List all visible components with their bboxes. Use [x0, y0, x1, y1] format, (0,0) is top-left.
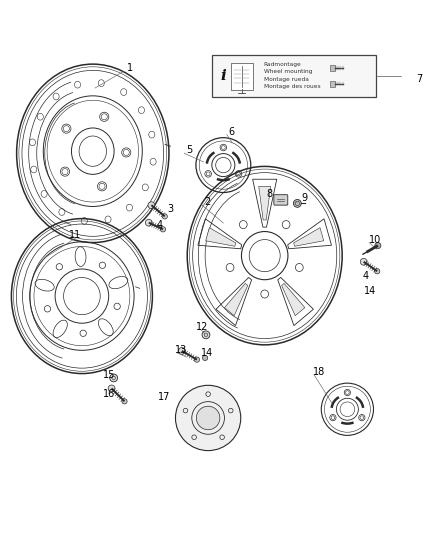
FancyBboxPatch shape	[274, 195, 288, 205]
Polygon shape	[225, 284, 248, 316]
Text: Radmontage
Wheel mounting
Montage rueda
Montage des roues: Radmontage Wheel mounting Montage rueda …	[264, 62, 321, 89]
Text: 4: 4	[156, 220, 162, 230]
Text: 12: 12	[196, 321, 208, 332]
Text: 4: 4	[363, 271, 369, 281]
Circle shape	[148, 202, 155, 208]
Polygon shape	[259, 187, 271, 220]
Polygon shape	[282, 284, 305, 316]
Circle shape	[122, 399, 127, 404]
Circle shape	[108, 385, 115, 392]
Circle shape	[202, 331, 210, 339]
Text: 6: 6	[228, 126, 234, 136]
Text: 18: 18	[313, 367, 325, 377]
Circle shape	[110, 374, 117, 382]
Circle shape	[160, 227, 166, 232]
Text: 10: 10	[369, 235, 381, 245]
Text: 13: 13	[175, 345, 187, 355]
Circle shape	[178, 348, 185, 354]
FancyBboxPatch shape	[212, 55, 376, 97]
Text: 15: 15	[103, 370, 116, 381]
FancyBboxPatch shape	[231, 63, 253, 90]
Polygon shape	[206, 228, 236, 246]
Text: 14: 14	[201, 348, 213, 358]
Text: 2: 2	[204, 197, 210, 207]
Circle shape	[162, 214, 167, 219]
Circle shape	[196, 406, 220, 430]
Circle shape	[176, 385, 241, 450]
Text: 14: 14	[364, 286, 377, 296]
Text: 3: 3	[167, 204, 173, 214]
Text: 9: 9	[301, 193, 307, 203]
Circle shape	[293, 199, 301, 207]
Polygon shape	[293, 228, 324, 246]
FancyBboxPatch shape	[330, 80, 335, 87]
Circle shape	[202, 356, 208, 360]
Text: 8: 8	[266, 189, 272, 199]
Circle shape	[375, 243, 381, 249]
Text: 17: 17	[158, 392, 170, 402]
Text: 7: 7	[416, 75, 422, 84]
Text: 11: 11	[69, 230, 81, 240]
Circle shape	[374, 269, 380, 274]
FancyBboxPatch shape	[330, 65, 335, 71]
Text: i: i	[220, 69, 226, 83]
Text: 16: 16	[103, 389, 116, 399]
Text: 5: 5	[186, 146, 193, 155]
Circle shape	[360, 259, 367, 265]
Text: 1: 1	[127, 63, 133, 74]
Circle shape	[145, 219, 152, 226]
Circle shape	[194, 357, 200, 362]
